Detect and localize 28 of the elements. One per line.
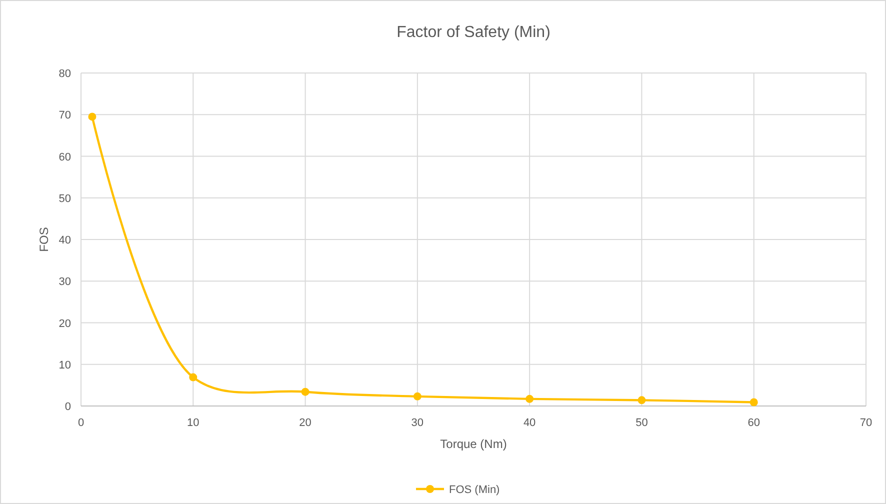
y-tick-label: 0 [64, 401, 71, 413]
point [301, 388, 310, 396]
legend-label: FOS (Min) [449, 484, 500, 496]
x-tick-label: 60 [748, 417, 760, 429]
x-tick-label: 20 [299, 417, 312, 429]
y-tick-label: 10 [58, 359, 71, 372]
y-tick-label: 50 [58, 192, 71, 205]
x-tick-label: 70 [860, 417, 872, 429]
point [750, 398, 758, 406]
chart-title: Factor of Safety (Min) [396, 24, 550, 41]
x-tick-label: 30 [411, 417, 424, 429]
point [526, 394, 534, 403]
y-axis-title: FOS [37, 227, 51, 252]
x-tick-label: 10 [187, 417, 200, 429]
x-tick-label: 50 [636, 417, 648, 429]
point [189, 373, 198, 382]
point [88, 112, 96, 121]
x-tick-label: 40 [523, 417, 536, 429]
y-tick-label: 80 [58, 68, 71, 80]
x-axis-title: Torque (Nm) [440, 437, 507, 451]
y-tick-label: 20 [58, 318, 71, 330]
y-tick-label: 70 [58, 110, 71, 122]
point [638, 396, 646, 404]
y-tick-label: 60 [58, 151, 71, 164]
y-tick-label: 40 [58, 234, 71, 246]
x-tick-label: 0 [78, 417, 84, 429]
y-tick-label: 30 [58, 276, 71, 288]
point [413, 392, 422, 400]
